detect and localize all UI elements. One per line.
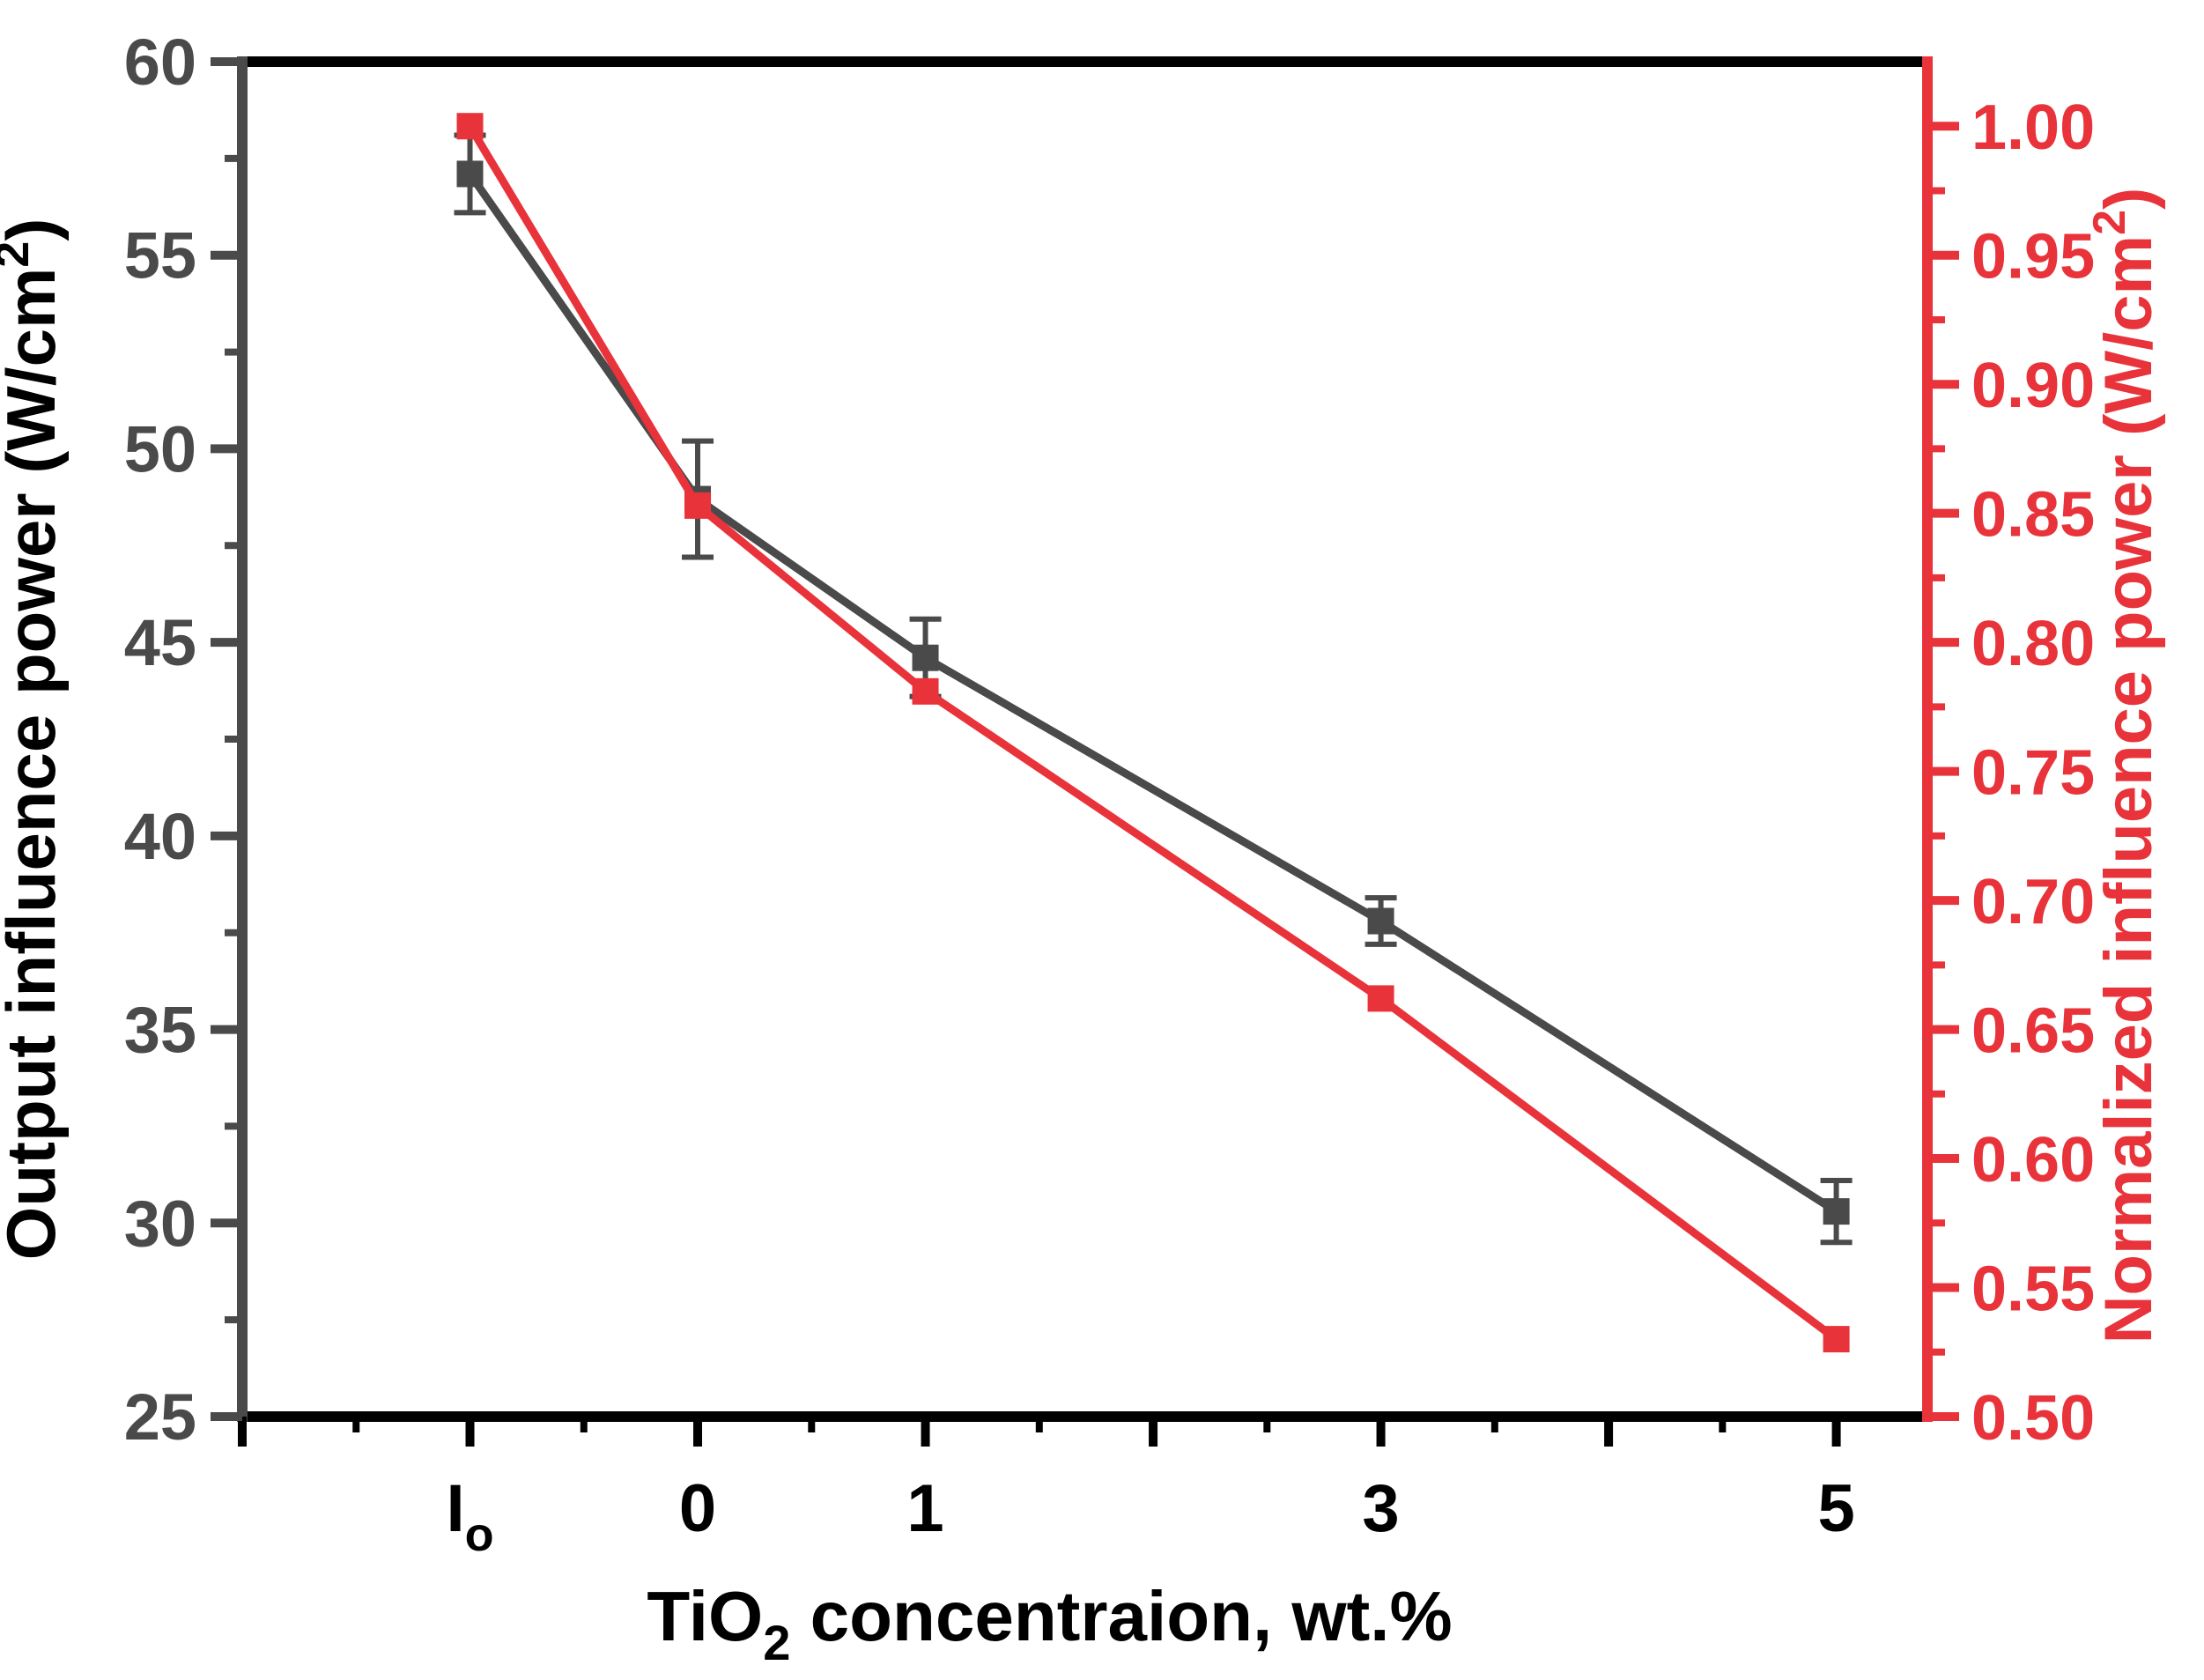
data-point-left — [912, 644, 939, 671]
x-tick-label-text: 0 — [679, 1471, 716, 1546]
left-y-axis-title-superscript: 2 — [0, 241, 39, 268]
x-tick-label: 5 — [1817, 1471, 1854, 1546]
right-y-tick-label: 0.80 — [1971, 609, 2095, 679]
data-point-left — [1823, 1198, 1850, 1225]
right-y-tick-label: 0.90 — [1971, 351, 2095, 421]
left-y-tick-label: 40 — [124, 800, 196, 873]
x-axis-title-rest: concentraion, wt.% — [790, 1577, 1452, 1655]
series-layer — [454, 113, 1853, 1353]
x-tick-label-text: 1 — [906, 1471, 943, 1546]
left-y-axis-title: Output influence power (W/cm2) — [0, 218, 70, 1261]
x-tick-label-subscript: o — [465, 1508, 494, 1561]
axes-layer — [211, 56, 1959, 1447]
data-point-right — [684, 492, 712, 519]
right-y-tick-label: 0.65 — [1971, 996, 2095, 1067]
x-tick-label-text: 3 — [1362, 1471, 1399, 1546]
x-axis-title-text: TiO — [647, 1577, 763, 1655]
data-point-left — [1367, 907, 1394, 935]
right-y-tick-label: 0.70 — [1971, 867, 2095, 937]
left-y-tick-label: 30 — [124, 1187, 196, 1260]
right-y-tick-label: 0.55 — [1971, 1254, 2095, 1325]
left-y-tick-label: 55 — [124, 219, 196, 292]
data-point-left — [456, 160, 484, 188]
series-line-right — [466, 123, 1839, 1343]
data-point-right — [1823, 1326, 1850, 1353]
right-y-tick-label: 0.85 — [1971, 480, 2095, 551]
left-y-tick-label: 60 — [124, 26, 196, 99]
data-point-right — [456, 113, 484, 140]
right-y-axis-title-text: Normalized influence power (W/cm — [2091, 235, 2166, 1343]
x-axis-title: TiO2 concentraion, wt.% — [647, 1577, 1452, 1670]
right-y-tick-label: 0.50 — [1971, 1383, 2095, 1454]
data-point-right — [1367, 985, 1394, 1012]
x-tick-label-text: I — [446, 1471, 464, 1546]
left-y-tick-label: 45 — [124, 606, 196, 679]
left-y-axis-title-text: Output influence power (W/cm — [0, 268, 70, 1261]
right-y-axis-title-rest: ) — [2091, 188, 2166, 210]
right-y-axis-title: Normalized influence power (W/cm2) — [2084, 188, 2166, 1344]
x-tick-label-text: 5 — [1817, 1471, 1854, 1546]
x-tick-label: 3 — [1362, 1471, 1399, 1546]
left-y-tick-label: 35 — [124, 994, 196, 1067]
right-y-tick-label: 0.60 — [1971, 1125, 2095, 1195]
x-tick-label: 1 — [906, 1471, 943, 1546]
right-y-tick-label: 0.75 — [1971, 738, 2095, 809]
data-point-right — [912, 677, 939, 705]
x-axis-title-subscript: 2 — [763, 1615, 790, 1670]
left-y-tick-label: 25 — [124, 1380, 196, 1454]
x-tick-label: Io — [446, 1471, 493, 1561]
x-tick-label: 0 — [679, 1471, 716, 1546]
series-line-left — [466, 171, 1839, 1215]
left-y-axis-title-rest: ) — [0, 218, 70, 241]
right-y-tick-label: 0.95 — [1971, 222, 2095, 292]
right-y-tick-label: 1.00 — [1971, 93, 2095, 163]
left-y-tick-label: 50 — [124, 412, 196, 485]
right-y-axis-title-superscript: 2 — [2084, 210, 2135, 235]
